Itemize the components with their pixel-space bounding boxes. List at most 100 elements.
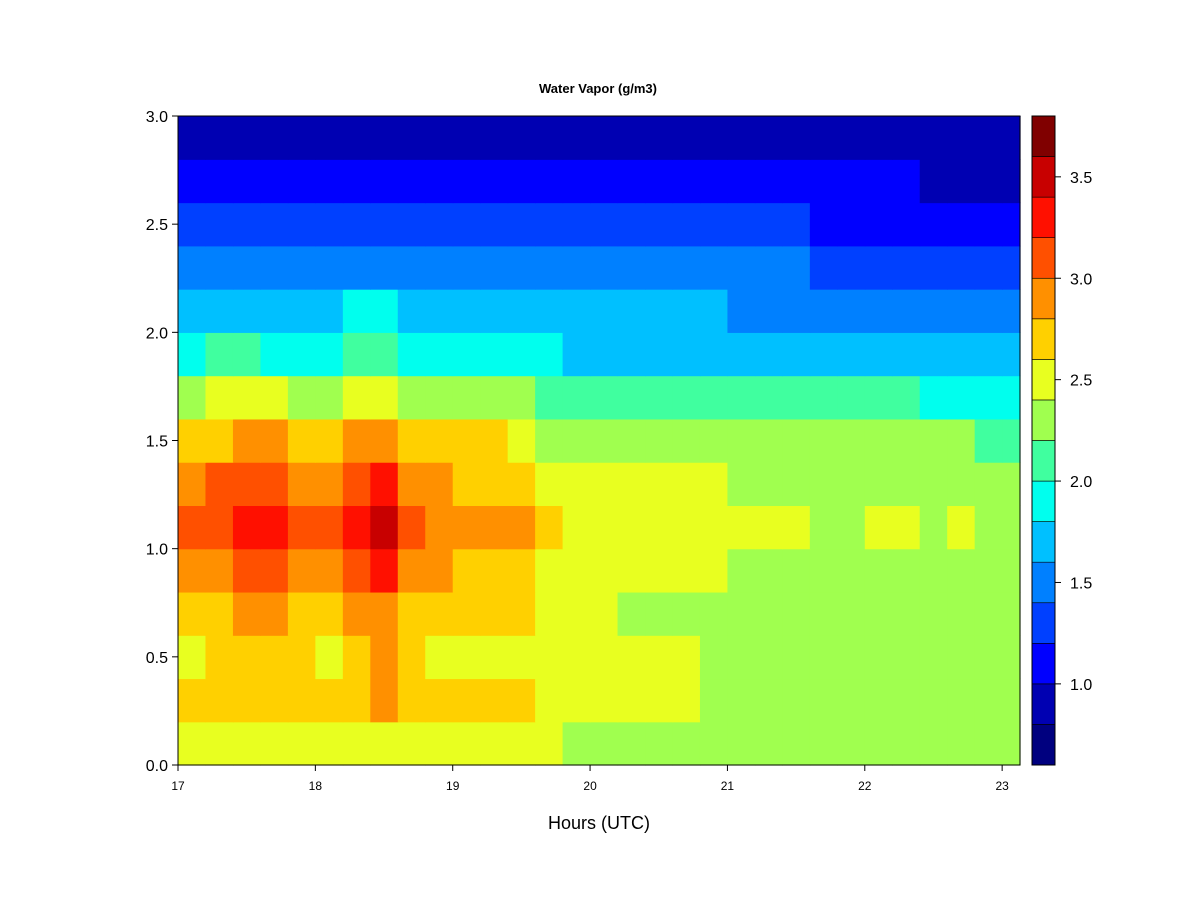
heatmap-cell xyxy=(287,721,316,766)
heatmap-cell xyxy=(809,591,838,636)
heatmap-cell xyxy=(837,721,866,766)
heatmap-cell xyxy=(535,245,564,290)
heatmap-cell xyxy=(562,678,591,723)
heatmap-cell xyxy=(397,505,426,550)
heatmap-cell xyxy=(205,678,234,723)
heatmap-cell xyxy=(315,375,344,420)
colorbar-swatch xyxy=(1031,480,1056,522)
heatmap-cell xyxy=(535,678,564,723)
heatmap-cell xyxy=(947,591,976,636)
heatmap-cell xyxy=(672,289,701,333)
heatmap-cell xyxy=(315,289,344,333)
heatmap-cell xyxy=(974,116,1003,160)
heatmap-cell xyxy=(397,678,426,723)
heatmap-cell xyxy=(754,289,783,333)
heatmap-cell xyxy=(370,505,399,550)
heatmap-cell xyxy=(562,721,591,766)
heatmap-cell xyxy=(342,418,371,463)
heatmap-cell xyxy=(452,289,481,333)
heatmap-cell xyxy=(397,375,426,420)
heatmap-cell xyxy=(782,591,811,636)
heatmap-cell xyxy=(397,159,426,204)
heatmap-cell xyxy=(590,462,619,506)
heatmap-cell xyxy=(287,202,316,247)
heatmap-cell xyxy=(452,116,481,160)
heatmap-cell xyxy=(425,462,454,506)
colorbar-tick-label: 2.5 xyxy=(1070,373,1092,390)
heatmap-cell xyxy=(864,721,893,766)
colorbar-swatch xyxy=(1031,724,1056,766)
heatmap-cell xyxy=(617,116,646,160)
heatmap-cell xyxy=(699,591,729,636)
heatmap-cell xyxy=(205,332,234,377)
heatmap-cell xyxy=(480,159,509,204)
heatmap-cell xyxy=(425,418,454,463)
colorbar-swatch xyxy=(1031,156,1056,198)
heatmap-cell xyxy=(425,289,454,333)
heatmap-cell xyxy=(342,721,371,766)
y-axis: 0.0 0.5 1.0 1.5 2.0 2.5 3.0 xyxy=(146,109,178,775)
heatmap-cell xyxy=(919,505,948,550)
heatmap-cell xyxy=(727,591,756,636)
heatmap-cell xyxy=(260,375,289,420)
heatmap-cell xyxy=(782,375,811,420)
heatmap-cell xyxy=(452,202,481,247)
heatmap-cell xyxy=(919,375,948,420)
heatmap-cell xyxy=(480,202,509,247)
heatmap-cell xyxy=(727,548,756,593)
heatmap-cell xyxy=(1002,505,1021,550)
heatmap-cell xyxy=(892,591,921,636)
heatmap-cell xyxy=(287,159,316,204)
heatmap-cell xyxy=(287,375,316,420)
colorbar-frame xyxy=(1031,115,1056,766)
heatmap-cell xyxy=(864,289,893,333)
heatmap-cell xyxy=(645,418,674,463)
heatmap-cell xyxy=(205,159,234,204)
heatmap-cell xyxy=(837,635,866,680)
heatmap-cell xyxy=(782,332,811,377)
heatmap-cell xyxy=(919,289,948,333)
heatmap-cell xyxy=(452,505,481,550)
heatmap-cell xyxy=(507,289,536,333)
heatmap-cell xyxy=(315,245,344,290)
heatmap-cell xyxy=(205,591,234,636)
heatmap-cell xyxy=(535,159,564,204)
heatmap-cell xyxy=(672,548,701,593)
x-tick-label: 21 xyxy=(721,779,735,793)
heatmap-cell xyxy=(672,116,701,160)
heatmap-cell xyxy=(260,505,289,550)
colorbar-swatch xyxy=(1031,359,1056,401)
heatmap-cell xyxy=(699,548,729,593)
heatmap-cell xyxy=(370,635,399,680)
heatmap-cell xyxy=(480,245,509,290)
colorbar-swatch xyxy=(1031,440,1056,482)
heatmap-cell xyxy=(232,462,262,506)
heatmap-cell xyxy=(645,548,674,593)
heatmap-cell xyxy=(397,462,426,506)
heatmap-cell xyxy=(782,635,811,680)
heatmap-cell xyxy=(205,289,234,333)
heatmap-cell xyxy=(919,678,948,723)
heatmap-cell xyxy=(562,116,591,160)
heatmap-cell xyxy=(699,418,729,463)
heatmap-cell xyxy=(452,591,481,636)
heatmap-cell xyxy=(974,678,1003,723)
heatmap-cell xyxy=(452,375,481,420)
heatmap-cell xyxy=(919,418,948,463)
heatmap-cell xyxy=(507,721,536,766)
heatmap-cell xyxy=(727,721,756,766)
heatmap-cell xyxy=(397,289,426,333)
heatmap-cell xyxy=(260,332,289,377)
heatmap-cell xyxy=(974,591,1003,636)
heatmap-cell xyxy=(232,116,262,160)
heatmap-cell xyxy=(809,635,838,680)
heatmap-cell xyxy=(260,289,289,333)
heatmap-cell xyxy=(974,159,1003,204)
heatmap-cell xyxy=(947,159,976,204)
heatmap-cell xyxy=(974,635,1003,680)
heatmap-cell xyxy=(260,159,289,204)
heatmap-cell xyxy=(425,678,454,723)
heatmap-cell xyxy=(947,332,976,377)
x-tick-label: 18 xyxy=(309,779,323,793)
heatmap-cell xyxy=(562,418,591,463)
